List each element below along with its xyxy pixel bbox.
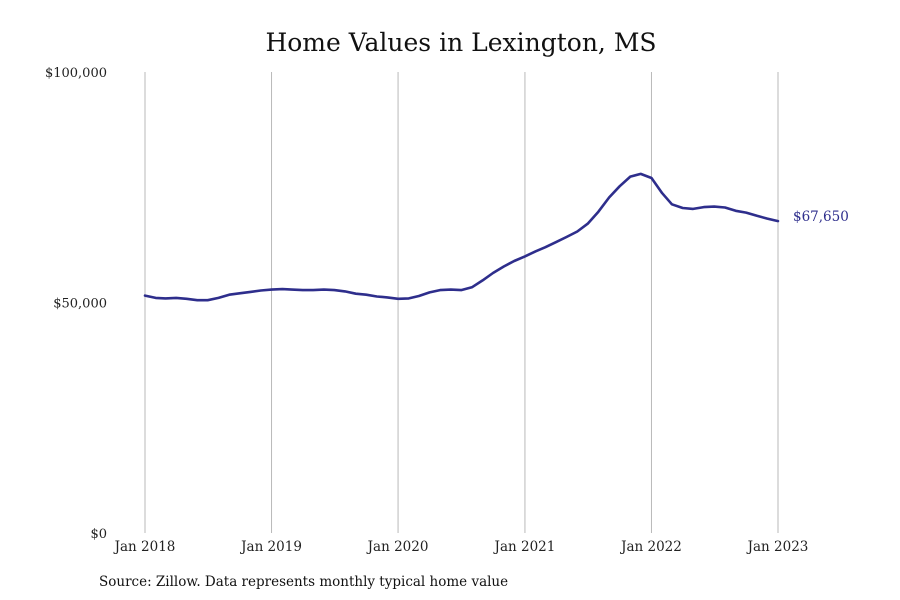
end-value-label: $67,650 bbox=[793, 209, 849, 225]
series-group: $67,650 bbox=[143, 172, 849, 302]
x-tick-label: Jan 2019 bbox=[239, 539, 302, 555]
gridlines bbox=[144, 72, 779, 533]
x-tick-label: Jan 2018 bbox=[113, 539, 176, 555]
y-tick-label: $100,000 bbox=[45, 66, 107, 81]
source-note: Source: Zillow. Data represents monthly … bbox=[99, 574, 508, 590]
x-tick-label: Jan 2020 bbox=[366, 539, 429, 555]
series-line bbox=[143, 172, 780, 302]
x-tick-label: Jan 2022 bbox=[619, 539, 682, 555]
x-tick-label: Jan 2021 bbox=[493, 539, 556, 555]
y-tick-label: $50,000 bbox=[53, 297, 107, 312]
y-axis: $0 $50,000 $100,000 bbox=[45, 66, 107, 542]
y-tick-label: $0 bbox=[90, 527, 107, 542]
chart-title: Home Values in Lexington, MS bbox=[265, 28, 656, 57]
x-tick-label: Jan 2023 bbox=[746, 539, 809, 555]
x-axis: Jan 2018 Jan 2019 Jan 2020 Jan 2021 Jan 2022… bbox=[113, 539, 809, 555]
